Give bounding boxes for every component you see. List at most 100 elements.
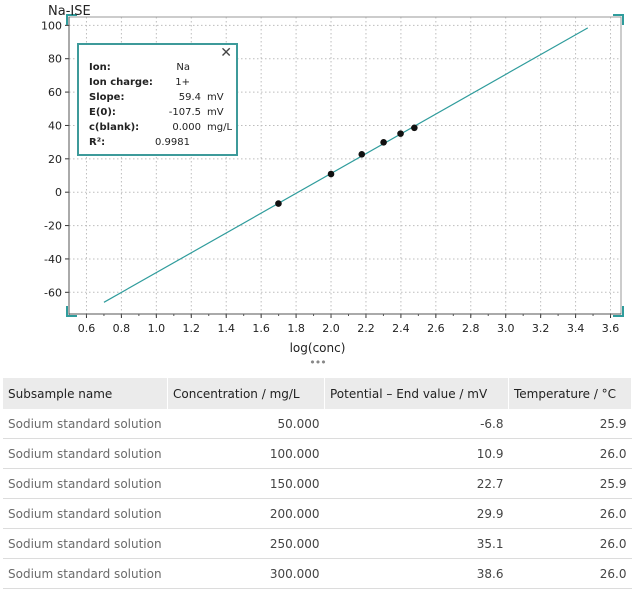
x-tick-label: 1.6 — [252, 322, 270, 335]
cell-temperature: 26.0 — [508, 498, 632, 529]
x-tick-label: 2.8 — [462, 322, 480, 335]
chart-title: Na-ISE — [48, 4, 91, 19]
cell-subsample-name: Sodium standard solution — [3, 438, 168, 469]
cell-subsample-name: Sodium standard solution — [3, 498, 168, 529]
cell-potential: 29.9 — [324, 498, 509, 529]
corner-bracket — [613, 14, 624, 25]
x-tick-label: 3.2 — [532, 322, 550, 335]
cell-potential: -6.8 — [324, 409, 509, 439]
table-row[interactable]: Sodium standard solution 250.000 35.1 26.0 — [3, 528, 632, 559]
y-tick-label: -60 — [44, 286, 62, 299]
legend-key: E(0): — [89, 107, 116, 118]
legend-row-cblank: c(blank): 0.000 mg/L — [89, 121, 234, 135]
cell-temperature: 26.0 — [508, 558, 632, 589]
column-header-subsample[interactable]: Subsample name — [3, 378, 168, 409]
x-tick-label: 2.4 — [392, 322, 410, 335]
legend-row-r2: R²: 0.9981 — [89, 136, 234, 150]
cell-subsample-name: Sodium standard solution — [3, 409, 168, 439]
x-tick-label: 2.6 — [427, 322, 445, 335]
x-tick-label: 0.6 — [78, 322, 96, 335]
legend-unit: mV — [207, 92, 224, 103]
cell-concentration: 200.000 — [167, 498, 325, 529]
y-tick-label: 0 — [55, 186, 62, 199]
x-tick-label: 2.0 — [322, 322, 340, 335]
resize-handle[interactable]: ••• — [309, 356, 326, 369]
legend-key: Ion: — [89, 62, 111, 73]
legend-row-ion-charge: Ion charge: 1+ — [89, 76, 234, 90]
cell-potential: 38.6 — [324, 558, 509, 589]
calibration-chart: 0.6 0.8 1.0 1.2 1.4 1.6 1.8 2.0 2.2 2.4 2.6 2.8 3.0 3… — [41, 4, 624, 355]
cell-concentration: 50.000 — [167, 409, 325, 439]
chart-svg: 0.6 0.8 1.0 1.2 1.4 1.6 1.8 2.0 2.2 2.4 2.6 2.8 3.0 3… — [41, 14, 624, 335]
corner-bracket — [66, 14, 77, 25]
y-tick-label: -40 — [44, 253, 62, 266]
y-tick-label: 60 — [48, 86, 62, 99]
x-tick-label: 1.8 — [287, 322, 305, 335]
cell-subsample-name: Sodium standard solution — [3, 558, 168, 589]
legend-value: 1+ — [175, 77, 190, 88]
cell-concentration: 150.000 — [167, 468, 325, 499]
y-tick-label: 100 — [41, 19, 62, 32]
cell-temperature: 26.0 — [508, 438, 632, 469]
column-header-temperature[interactable]: Temperature / °C — [508, 378, 632, 409]
x-tick-label: 3.6 — [602, 322, 620, 335]
legend-key: R²: — [89, 137, 106, 148]
table-header-row: Subsample name Concentration / mg/L Pote… — [3, 378, 632, 409]
x-tick-label: 1.0 — [148, 322, 166, 335]
cell-potential: 35.1 — [324, 528, 509, 559]
legend-value: Na — [176, 62, 190, 73]
legend-row-ion: Ion: Na — [89, 61, 234, 75]
cell-temperature: 25.9 — [508, 409, 632, 439]
cell-potential: 22.7 — [324, 468, 509, 499]
data-point — [327, 170, 335, 178]
cell-subsample-name: Sodium standard solution — [3, 528, 168, 559]
x-tick-label: 1.4 — [217, 322, 235, 335]
calibration-info-box: ✕ Ion: Na Ion charge: 1+ Slope: 59.4 mV … — [77, 43, 238, 156]
data-point — [275, 200, 282, 207]
table-row[interactable]: Sodium standard solution 100.000 10.9 26.0 — [3, 438, 632, 469]
cell-potential: 10.9 — [324, 438, 509, 469]
legend-value: -107.5 — [168, 107, 201, 118]
x-axis-label: log(conc) — [289, 341, 346, 355]
data-point — [358, 151, 366, 158]
results-table: Subsample name Concentration / mg/L Pote… — [3, 378, 632, 589]
x-tick-label: 2.2 — [357, 322, 375, 335]
y-tick-label: -20 — [44, 220, 62, 233]
table-row[interactable]: Sodium standard solution 50.000 -6.8 25.9 — [3, 409, 632, 439]
legend-key: Slope: — [89, 92, 125, 103]
corner-bracket — [66, 306, 77, 317]
table-row[interactable]: Sodium standard solution 300.000 38.6 26.0 — [3, 558, 632, 589]
cell-concentration: 100.000 — [167, 438, 325, 469]
table-row[interactable]: Sodium standard solution 150.000 22.7 25.9 — [3, 468, 632, 499]
legend-row-slope: Slope: 59.4 mV — [89, 91, 234, 105]
legend-key: c(blank): — [89, 122, 140, 133]
column-header-potential[interactable]: Potential – End value / mV — [324, 378, 509, 409]
cell-temperature: 26.0 — [508, 528, 632, 559]
legend-unit: mg/L — [207, 122, 233, 133]
y-tick-label: 80 — [48, 53, 62, 66]
legend-value: 0.000 — [172, 122, 201, 133]
legend-row-e0: E(0): -107.5 mV — [89, 106, 234, 120]
calibration-fit-line — [103, 27, 589, 303]
table-row[interactable]: Sodium standard solution 200.000 29.9 26.0 — [3, 498, 632, 529]
x-tick-label: 3.0 — [497, 322, 515, 335]
cell-subsample-name: Sodium standard solution — [3, 468, 168, 499]
data-point — [380, 139, 387, 146]
cell-concentration: 300.000 — [167, 558, 325, 589]
x-tick-label: 0.8 — [113, 322, 131, 335]
data-point — [411, 124, 418, 132]
legend-unit: mV — [207, 107, 224, 118]
x-tick-label: 3.4 — [567, 322, 585, 335]
cell-concentration: 250.000 — [167, 528, 325, 559]
y-tick-label: 20 — [48, 153, 62, 166]
y-tick-label: 40 — [48, 119, 62, 132]
close-icon[interactable]: ✕ — [220, 45, 232, 61]
legend-value: 59.4 — [178, 92, 201, 103]
corner-bracket — [613, 306, 624, 317]
legend-value: 0.9981 — [155, 137, 190, 148]
data-point — [397, 130, 404, 137]
cell-temperature: 25.9 — [508, 468, 632, 499]
column-header-concentration[interactable]: Concentration / mg/L — [167, 378, 325, 409]
x-tick-label: 1.2 — [183, 322, 201, 335]
legend-key: Ion charge: — [89, 77, 153, 88]
